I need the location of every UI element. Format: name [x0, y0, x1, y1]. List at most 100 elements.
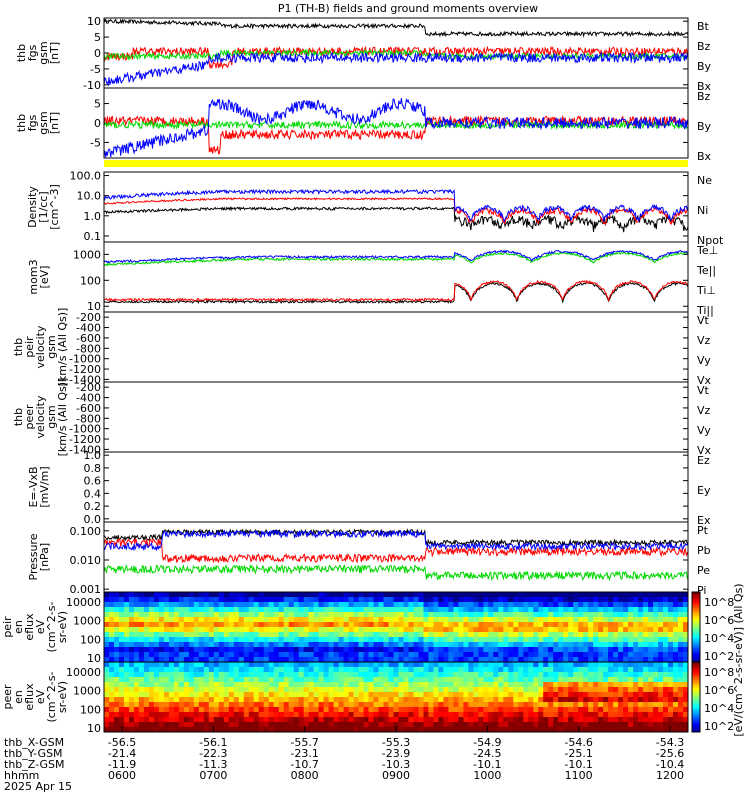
heat-cell: [473, 682, 479, 688]
heat-cell: [463, 622, 469, 628]
heat-cell: [548, 657, 554, 663]
heat-cell: [233, 682, 240, 688]
heat-cell: [303, 597, 310, 603]
heat-cell: [463, 677, 469, 683]
heat-cell: [303, 712, 310, 718]
heat-cell: [129, 632, 135, 638]
heat-cell: [283, 617, 290, 623]
heat-cell: [503, 692, 509, 698]
heat-cell: [528, 677, 534, 683]
heat-cell: [223, 642, 230, 648]
heat-cell: [663, 597, 669, 603]
heat-cell: [148, 657, 155, 663]
heat-cell: [513, 637, 519, 643]
heat-cell: [503, 652, 509, 658]
heat-cell: [588, 662, 594, 668]
heat-cell: [223, 717, 230, 723]
heat-cell: [268, 652, 275, 658]
heat-cell: [528, 707, 534, 713]
heat-cell: [233, 697, 240, 703]
panel-peir_vel: -200-400-600-800-1000-1200-1400thbpeirve…: [12, 308, 712, 387]
heat-cell: [268, 667, 275, 673]
heat-cell: [663, 607, 669, 613]
xaxis-value: -11.9: [108, 758, 136, 771]
heat-cell: [563, 602, 569, 608]
heat-cell: [124, 707, 130, 713]
heat-cell: [568, 637, 574, 643]
heat-cell: [628, 622, 634, 628]
heat-cell: [593, 597, 599, 603]
heat-cell: [278, 697, 285, 703]
heat-cell: [668, 637, 674, 643]
heat-cell: [233, 607, 240, 613]
heat-cell: [618, 697, 624, 703]
heat-cell: [493, 647, 499, 653]
heat-cell: [673, 637, 679, 643]
heat-cell: [488, 702, 494, 708]
heat-cell: [628, 702, 634, 708]
heat-cell: [453, 682, 459, 688]
colorbar-cell: [692, 603, 700, 607]
heat-cell: [548, 602, 554, 608]
heat-cell: [538, 702, 544, 708]
heat-cell: [188, 667, 195, 673]
heat-cell: [648, 642, 654, 648]
heat-cell: [338, 632, 344, 638]
heat-cell: [528, 632, 534, 638]
heat-cell: [263, 657, 270, 663]
heat-cell: [233, 602, 240, 608]
heat-cell: [658, 707, 664, 713]
ylabel-line: [1/cc]: [37, 191, 50, 222]
heat-cell: [323, 652, 329, 658]
heat-cell: [613, 687, 619, 693]
heat-cell: [198, 712, 205, 718]
heat-cell: [623, 607, 629, 613]
heat-cell: [568, 642, 574, 648]
heat-cell: [228, 707, 235, 713]
heat-cell: [188, 612, 195, 618]
heat-cell: [213, 687, 220, 693]
heat-cell: [513, 592, 519, 598]
heat-cell: [518, 652, 524, 658]
colorbar-cell: [692, 636, 700, 640]
heat-cell: [683, 662, 689, 668]
heat-cell: [428, 727, 434, 733]
heat-cell: [413, 597, 419, 603]
heat-cell: [223, 662, 230, 668]
heat-cell: [663, 592, 669, 598]
heat-cell: [628, 687, 634, 693]
heat-cell: [133, 707, 140, 713]
heat-cell: [533, 617, 539, 623]
heat-cell: [104, 727, 110, 733]
heat-cell: [448, 617, 454, 623]
heat-cell: [243, 602, 250, 608]
heat-cell: [183, 667, 190, 673]
heat-cell: [463, 717, 469, 723]
heat-cell: [478, 657, 484, 663]
heat-cell: [448, 707, 454, 713]
heat-cell: [648, 612, 654, 618]
heat-cell: [343, 632, 349, 638]
heat-cell: [583, 657, 589, 663]
heat-cell: [223, 652, 230, 658]
heat-cell: [263, 722, 270, 728]
panel-density: 100.010.01.00.1Density[1/cc][cm^-3]NeNiN…: [26, 170, 724, 247]
heat-cell: [328, 642, 334, 648]
heat-cell: [638, 727, 644, 733]
colorbar-cell: [692, 648, 700, 651]
heat-cell: [109, 657, 115, 663]
heat-cell: [293, 627, 300, 633]
ytick-label: -800: [76, 412, 101, 425]
heat-cell: [303, 612, 310, 618]
heat-cell: [458, 592, 464, 598]
heat-cell: [313, 667, 319, 673]
heat-cell: [104, 717, 110, 723]
heat-cell: [248, 647, 255, 653]
heat-cell: [378, 677, 384, 683]
heat-cell: [363, 622, 369, 628]
heat-cell: [119, 607, 125, 613]
heat-cell: [248, 682, 255, 688]
heat-cell: [573, 652, 579, 658]
heat-cell: [428, 612, 434, 618]
heat-cell: [438, 592, 444, 598]
